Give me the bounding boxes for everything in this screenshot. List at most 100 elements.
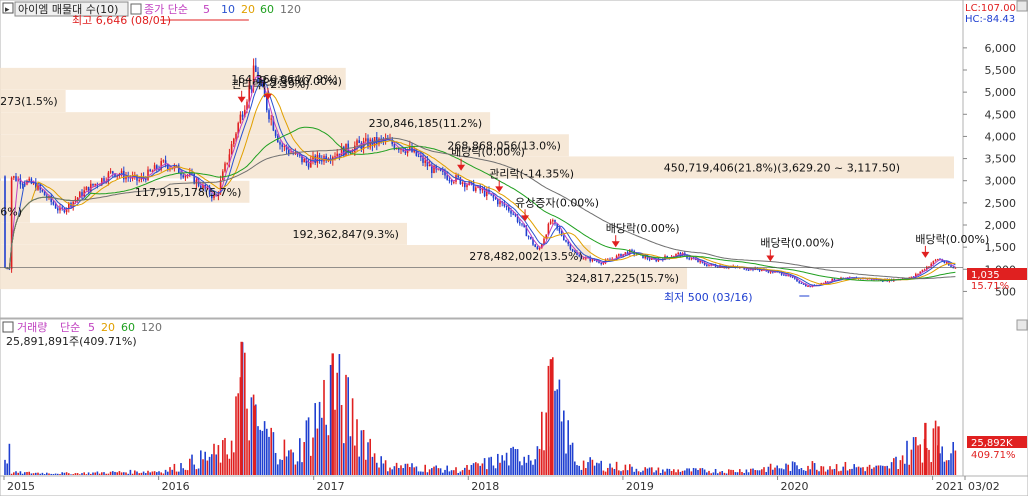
candle-body <box>208 187 211 195</box>
candle-body <box>556 223 558 229</box>
candle-body <box>65 208 68 213</box>
volume-bar <box>703 469 706 475</box>
volume-bar <box>153 471 156 475</box>
volume-panel-button[interactable] <box>1016 319 1028 331</box>
volume-bar <box>268 436 270 475</box>
candle-body <box>26 180 28 185</box>
volume-bar <box>811 461 814 475</box>
volume-bar <box>607 467 609 475</box>
volume-bar <box>545 412 547 475</box>
volume-bar <box>65 472 68 475</box>
volume-bar <box>156 472 158 475</box>
volume-bar <box>290 449 292 475</box>
volume-bar <box>74 473 77 475</box>
candle-body <box>149 169 151 172</box>
candle-body <box>472 181 475 191</box>
candle-body <box>393 144 396 149</box>
candle-body <box>921 269 924 272</box>
candle-body <box>268 110 270 120</box>
candle-body <box>160 161 162 170</box>
candle-body <box>453 181 455 183</box>
candle-body <box>167 164 169 170</box>
candle-body <box>937 259 939 261</box>
volume-bar <box>651 467 653 475</box>
volume-bar <box>695 468 697 475</box>
volume-bar <box>846 470 849 475</box>
volume-bar <box>824 471 827 475</box>
candle-body <box>802 283 805 285</box>
volume-bar <box>85 474 88 475</box>
volume-bar <box>358 456 360 475</box>
volume-bar <box>211 454 213 475</box>
volume-bar <box>560 421 563 475</box>
candle-body <box>343 146 345 156</box>
event-label-0: 관리락(-2.39%) <box>232 78 310 91</box>
candle-body <box>107 172 110 182</box>
indicator-box-label: 아이엠 매물대 수(10) <box>18 3 118 16</box>
volume-bar <box>807 465 809 475</box>
volume-bar <box>105 473 107 475</box>
candle-body <box>591 258 594 261</box>
price-tick-label-4: 4,000 <box>985 130 1017 143</box>
profile-bar-1 <box>0 180 250 203</box>
volume-bar <box>428 469 431 475</box>
volume-bar <box>158 471 160 475</box>
volume-menu-icon[interactable] <box>2 321 14 333</box>
candle-body <box>646 256 649 259</box>
candle-body <box>950 265 952 267</box>
volume-bar <box>219 462 222 475</box>
ma-period-10: 10 <box>221 3 235 16</box>
volume-bar <box>197 468 200 475</box>
volume-bar <box>928 449 930 475</box>
volume-panel[interactable] <box>0 318 964 477</box>
volume-bar <box>926 447 928 475</box>
date-tick-label-2: 2017 <box>317 480 345 493</box>
volume-bar <box>169 467 171 475</box>
candle-body <box>490 193 492 195</box>
volume-bar <box>347 377 349 475</box>
volume-bar <box>754 470 756 475</box>
volume-bar <box>316 428 319 475</box>
volume-ma-120: 120 <box>141 321 162 334</box>
indicator-box[interactable] <box>14 1 129 17</box>
candle-body <box>758 269 761 271</box>
volume-bar <box>318 401 321 475</box>
volume-spike-11 <box>549 359 553 475</box>
volume-bar <box>127 473 129 475</box>
candle-body <box>499 201 501 205</box>
volume-bar <box>919 444 921 475</box>
volume-bar <box>950 453 952 475</box>
candle-body <box>411 146 413 152</box>
candle-body <box>138 179 140 181</box>
volume-bar <box>230 440 233 475</box>
panel-menu-icon[interactable] <box>2 2 14 14</box>
ma-toggle-icon[interactable] <box>130 3 142 15</box>
candle-body <box>285 145 288 150</box>
candle-body <box>147 169 149 181</box>
candle-body <box>288 149 290 154</box>
candle-body <box>807 286 809 288</box>
candle-body <box>270 118 272 120</box>
volume-bar <box>747 472 750 475</box>
candle-body <box>475 187 477 191</box>
candle-body <box>79 192 81 198</box>
ma-period-5: 5 <box>203 3 210 16</box>
candle-body <box>261 84 264 87</box>
volume-bar <box>699 468 701 475</box>
candle-body <box>338 153 341 156</box>
candle-body <box>695 259 697 261</box>
candle-body <box>923 269 926 271</box>
volume-bar <box>175 471 178 475</box>
volume-bar <box>688 468 690 475</box>
candle-body <box>690 258 693 260</box>
volume-bar <box>721 470 723 475</box>
candle-body <box>248 85 250 102</box>
candle-body <box>50 195 52 202</box>
volume-bar <box>272 432 275 475</box>
volume-bar <box>446 465 448 475</box>
volume-bar <box>840 470 842 475</box>
scroll-up-button[interactable] <box>1016 0 1028 12</box>
volume-bar <box>24 472 26 475</box>
candle-body <box>717 266 719 268</box>
